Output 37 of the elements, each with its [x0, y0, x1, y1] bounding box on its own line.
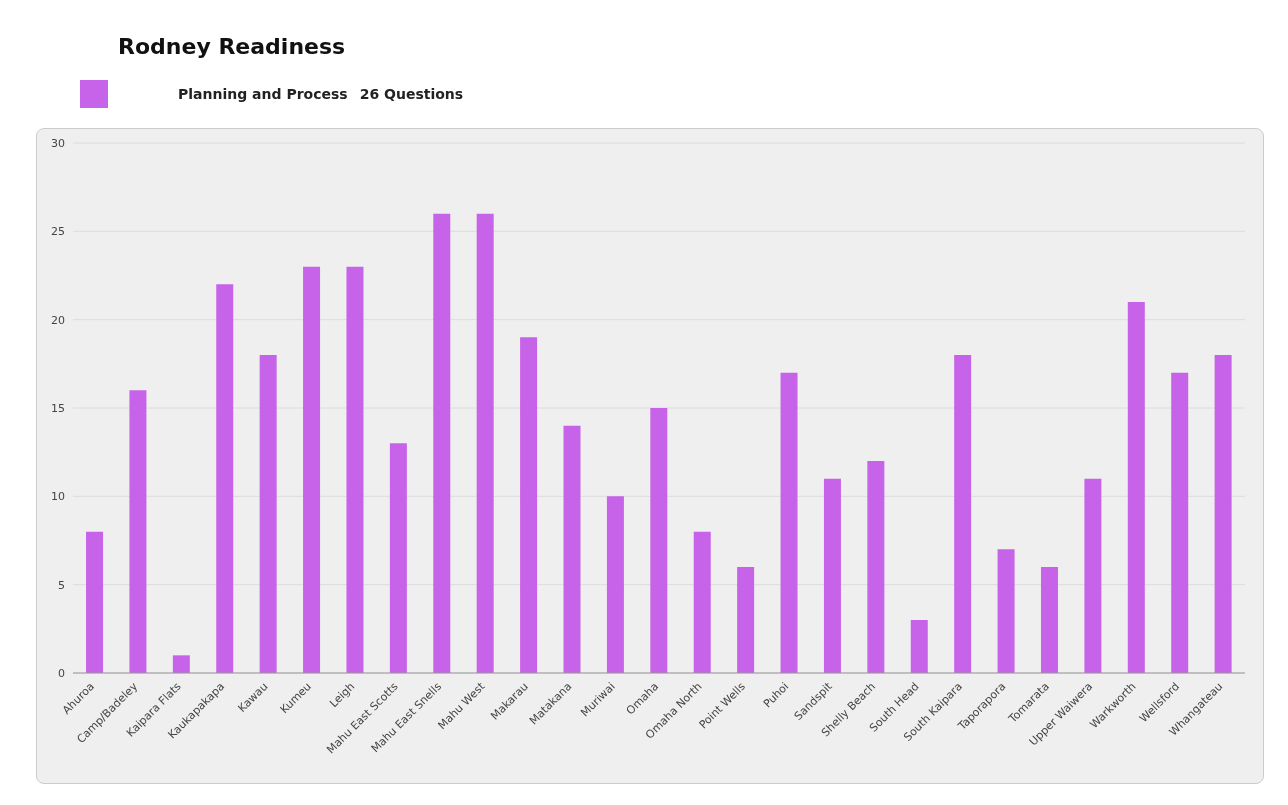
text: Planning and Process [178, 86, 348, 102]
y-tick-label: 10 [51, 490, 65, 504]
bar [997, 549, 1015, 673]
y-tick-label: 20 [51, 313, 65, 327]
bar [520, 337, 538, 673]
y-tick-label: 5 [58, 578, 65, 592]
bar [172, 655, 190, 673]
bar [433, 213, 451, 673]
bar [693, 531, 711, 673]
bar [129, 390, 147, 673]
bar [780, 372, 798, 673]
bar [1171, 372, 1189, 673]
bar [389, 443, 407, 673]
chart-subtitle: 26 Questions [359, 86, 464, 102]
bar [737, 567, 755, 673]
bar [1040, 567, 1058, 673]
bar [606, 496, 624, 673]
bar [259, 355, 277, 673]
bar [1084, 478, 1102, 673]
bar [86, 531, 104, 673]
bar [823, 478, 841, 673]
bar [563, 425, 581, 673]
bar [954, 355, 972, 673]
y-tick-label: 25 [51, 225, 65, 239]
y-tick-label: 15 [51, 401, 65, 415]
bar [346, 266, 364, 673]
bar [650, 408, 668, 673]
chart-title: Rodney Readiness [118, 34, 346, 59]
y-tick-label: 30 [51, 136, 65, 150]
bar [867, 461, 885, 673]
bar [1214, 355, 1232, 673]
bar [910, 620, 928, 673]
y-tick-label: 0 [58, 666, 65, 680]
bar [303, 266, 321, 673]
bar [216, 284, 234, 673]
bar [1127, 302, 1145, 673]
bar [476, 213, 494, 673]
